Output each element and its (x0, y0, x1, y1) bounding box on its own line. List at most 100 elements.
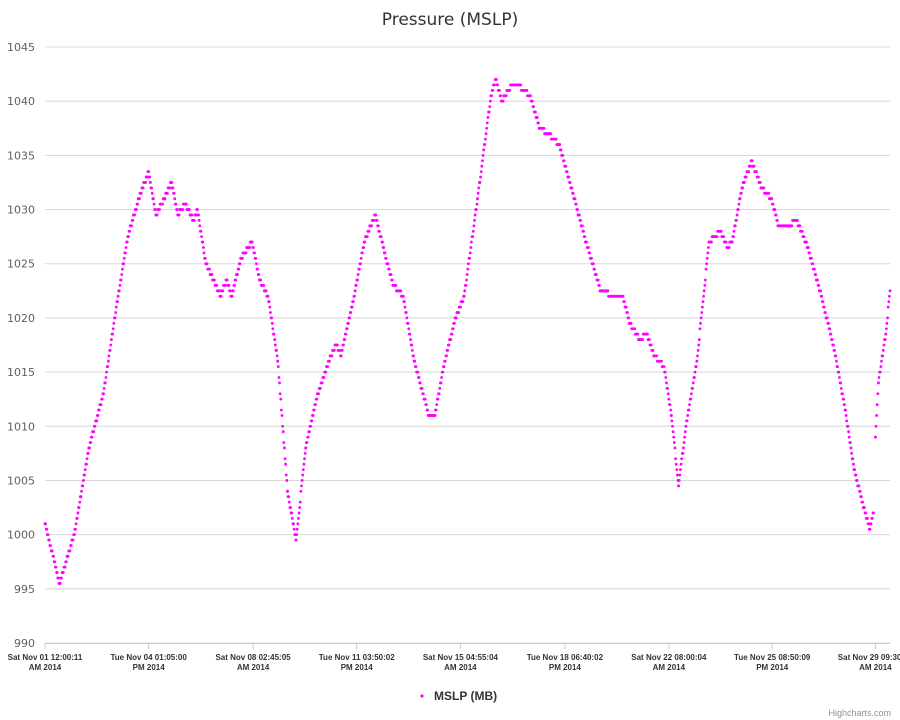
data-point (877, 381, 880, 385)
data-point (200, 235, 203, 239)
data-point (405, 316, 409, 320)
x-tick-label-line: PM 2014 (133, 663, 166, 672)
data-point (356, 273, 360, 276)
data-point (109, 343, 113, 347)
x-tick-label-line: Tue Nov 11 03:50:02 (319, 653, 395, 662)
data-point (876, 392, 880, 396)
data-point (453, 321, 456, 325)
data-point (476, 191, 480, 195)
data-point (202, 246, 205, 249)
data-point (883, 338, 887, 341)
data-point (77, 506, 81, 509)
y-tick-label: 1030 (7, 204, 35, 217)
data-point (451, 327, 455, 331)
data-point (798, 224, 802, 228)
data-point (672, 435, 676, 439)
data-point (606, 289, 610, 293)
data-point (724, 240, 728, 244)
data-point (854, 473, 858, 477)
data-point (844, 408, 847, 412)
data-point (641, 338, 645, 341)
data-point (671, 430, 675, 434)
data-point (46, 533, 50, 537)
data-point (416, 370, 420, 374)
data-point (666, 386, 670, 390)
data-point (584, 240, 588, 244)
x-tick-label-line: PM 2014 (341, 663, 374, 672)
data-point (347, 321, 350, 325)
data-point (275, 349, 278, 352)
data-point (221, 289, 225, 293)
series-mslp[interactable] (43, 78, 892, 585)
data-point (733, 224, 737, 228)
data-point (128, 229, 132, 233)
data-point (212, 278, 216, 282)
data-point (281, 430, 285, 434)
data-point (682, 446, 685, 450)
data-point (74, 527, 77, 531)
data-point (816, 278, 819, 282)
data-point (710, 240, 713, 244)
data-point (849, 441, 852, 444)
data-point (424, 403, 428, 406)
y-tick-label: 1045 (7, 41, 35, 54)
data-point (464, 284, 468, 287)
data-point (742, 181, 746, 184)
data-point (283, 457, 287, 461)
data-point (732, 235, 735, 239)
data-point (332, 349, 336, 352)
data-point (403, 300, 406, 304)
data-point (269, 311, 272, 314)
data-point (790, 224, 794, 228)
x-tick-label: Tue Nov 25 08:50:09 PM 2014 (734, 653, 811, 672)
data-point (736, 208, 740, 211)
data-point (168, 186, 172, 190)
data-point (820, 294, 824, 298)
data-point (390, 278, 394, 282)
data-point (203, 256, 207, 260)
data-point (621, 294, 624, 298)
data-point (557, 143, 561, 146)
data-point (845, 419, 849, 423)
data-point (118, 284, 122, 287)
data-point (530, 99, 534, 103)
data-point (231, 289, 235, 293)
data-point (591, 262, 595, 266)
data-point (382, 246, 386, 249)
data-point (300, 484, 303, 488)
data-point (705, 262, 709, 266)
data-point (435, 403, 439, 406)
data-point (679, 468, 682, 472)
data-point (672, 441, 676, 444)
x-tick-label: Tue Nov 04 01:05:00 PM 2014 (110, 653, 187, 672)
data-point (884, 327, 888, 331)
data-point (354, 284, 358, 287)
y-tick-label: 995 (14, 583, 35, 596)
data-point (96, 414, 100, 417)
data-point (183, 202, 187, 206)
data-point (385, 262, 389, 266)
legend[interactable]: MSLP (MB) (420, 689, 497, 703)
data-point (825, 316, 829, 320)
data-point (278, 381, 281, 385)
data-point (442, 365, 446, 369)
data-point (701, 300, 705, 304)
data-point (850, 451, 854, 455)
credits-link[interactable]: Highcharts.com (828, 708, 891, 718)
data-point (679, 462, 683, 466)
data-point (769, 197, 773, 201)
data-point (773, 208, 777, 211)
data-point (847, 435, 851, 439)
x-tick-label: Sat Nov 08 02:45:05 AM 2014 (215, 653, 291, 672)
data-point (300, 479, 304, 482)
data-point (472, 224, 476, 228)
data-point (81, 484, 85, 488)
data-point (486, 116, 490, 119)
data-point (702, 294, 705, 298)
data-point (376, 224, 380, 228)
data-point (401, 294, 405, 298)
data-point (423, 397, 427, 401)
data-point (446, 349, 450, 352)
data-point (148, 175, 152, 179)
